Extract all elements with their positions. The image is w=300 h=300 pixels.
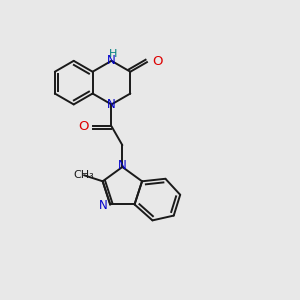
Text: H: H [109, 49, 118, 59]
Text: N: N [107, 54, 116, 67]
Text: O: O [152, 55, 162, 68]
Text: N: N [118, 160, 127, 172]
Text: O: O [78, 120, 88, 133]
Text: CH₃: CH₃ [74, 170, 94, 180]
Text: N: N [107, 98, 116, 111]
Text: N: N [98, 199, 107, 212]
